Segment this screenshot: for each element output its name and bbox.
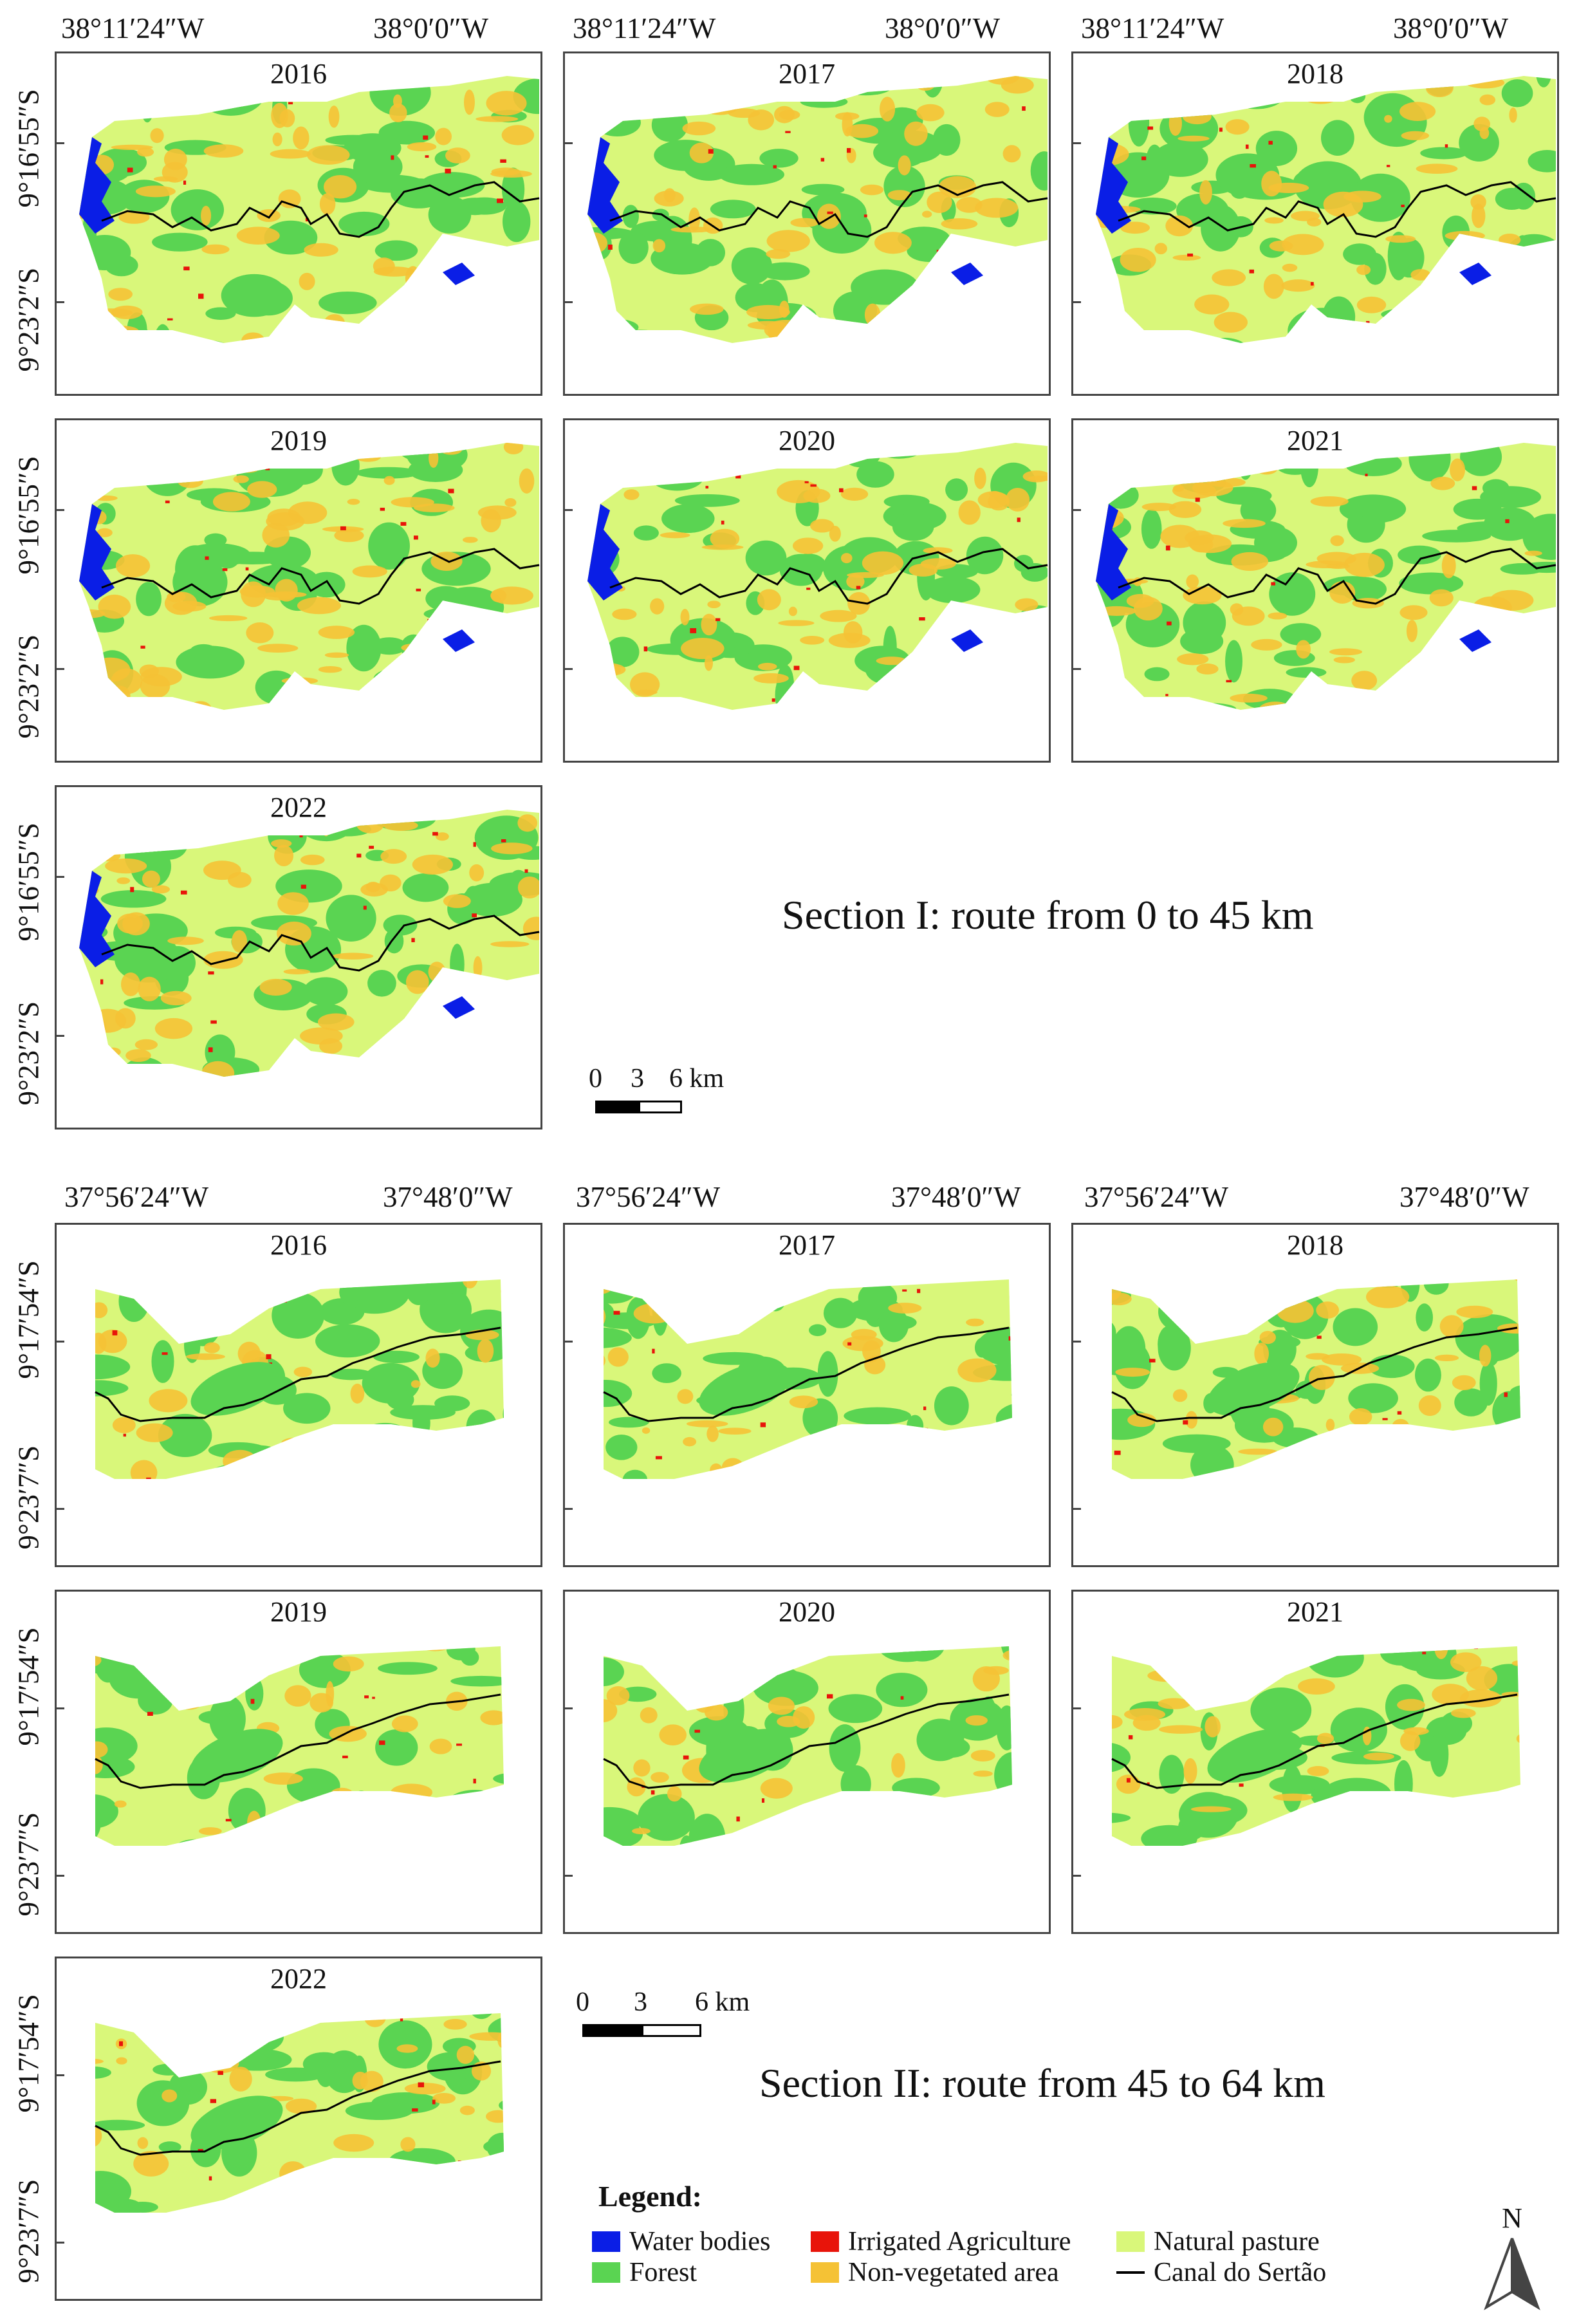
land-cover-map (1111, 1646, 1520, 1846)
lon-label-east: 37°48′0″W (1399, 1181, 1529, 1213)
map-panel-s1-2021: 2021 (1071, 418, 1559, 763)
lat-label-north: 9°16′55″S (12, 89, 45, 208)
forest-swatch (592, 2262, 620, 2283)
land-cover-map (79, 810, 540, 1077)
year-label: 2022 (270, 1963, 327, 1994)
year-label: 2016 (270, 58, 327, 89)
year-label: 2022 (270, 792, 327, 823)
irrigated-swatch (811, 2231, 839, 2252)
land-cover-map (1096, 76, 1556, 343)
scale-label-0: 0 (576, 1987, 589, 2017)
lat-label-north: 9°16′55″S (12, 456, 45, 575)
legend-item-canal: Canal do Sertão (1116, 2259, 1326, 2286)
lon-label-west: 38°11′24″W (1081, 12, 1224, 44)
legend-item-forest: Forest (592, 2259, 697, 2286)
lat-label-north: 9°17′54″S (12, 1260, 45, 1379)
nonveg-swatch (811, 2262, 839, 2283)
year-label: 2019 (270, 1596, 327, 1628)
section-2-title: Section II: route from 45 to 64 km (759, 2060, 1325, 2106)
map-panel-s2-2022: 2022 (55, 1957, 542, 2301)
lon-label-west: 37°56′24″W (1084, 1181, 1229, 1213)
map-panel-s1-2017: 2017 (563, 51, 1051, 396)
scale-label-3: 3 (631, 1064, 644, 1093)
lon-label-west: 38°11′24″W (61, 12, 205, 44)
year-label: 2018 (1287, 58, 1344, 89)
legend-item-irrigated: Irrigated Agriculture (811, 2228, 1071, 2255)
scale-label-0: 0 (589, 1064, 602, 1093)
map-panel-s2-2018: 2018 (1071, 1223, 1559, 1567)
legend-item-nonveg: Non-vegetated area (811, 2259, 1059, 2286)
lon-label-east: 38°0′0″W (1393, 12, 1509, 44)
section-1-title: Section I: route from 0 to 45 km (782, 892, 1314, 938)
water-swatch (592, 2231, 620, 2252)
year-label: 2020 (779, 1596, 835, 1628)
legend-title: Legend: (598, 2180, 702, 2213)
pasture-swatch (1116, 2231, 1145, 2252)
scale-label-6: 6 km (669, 1064, 725, 1093)
north-arrow-icon: N (1477, 2202, 1547, 2310)
year-label: 2021 (1287, 1596, 1344, 1628)
year-label: 2016 (270, 1229, 327, 1261)
lat-label-south: 9°23′7″S (12, 2179, 45, 2283)
lat-label-south: 9°23′2″S (12, 267, 45, 372)
scale-bar (595, 1101, 682, 1113)
land-cover-map (79, 76, 540, 343)
year-label: 2021 (1287, 425, 1344, 456)
map-panel-s2-2021: 2021 (1071, 1590, 1559, 1934)
year-label: 2019 (270, 425, 327, 456)
land-cover-map (1096, 443, 1556, 710)
lat-label-south: 9°23′7″S (12, 1812, 45, 1917)
legend-item-pasture: Natural pasture (1116, 2228, 1320, 2255)
year-label: 2018 (1287, 1229, 1344, 1261)
land-cover-map (1111, 1279, 1520, 1479)
land-cover-map (95, 1646, 504, 1846)
year-label: 2020 (779, 425, 835, 456)
lon-label-east: 38°0′0″W (373, 12, 489, 44)
lat-label-south: 9°23′7″S (12, 1445, 45, 1550)
lon-label-east: 38°0′0″W (885, 12, 1001, 44)
lat-label-north: 9°16′55″S (12, 823, 45, 942)
lon-label-west: 37°56′24″W (576, 1181, 721, 1213)
map-panel-s1-2022: 2022 (55, 785, 542, 1129)
land-cover-map (79, 443, 540, 710)
map-panel-s1-2019: 2019 (55, 418, 542, 763)
lat-label-north: 9°17′54″S (12, 1627, 45, 1746)
lat-label-north: 9°17′54″S (12, 1994, 45, 2113)
land-cover-map (95, 2013, 504, 2213)
land-cover-map (587, 76, 1048, 343)
legend-item-water: Water bodies (592, 2228, 770, 2255)
lon-label-west: 38°11′24″W (573, 12, 716, 44)
land-cover-map (603, 1279, 1012, 1479)
map-panel-s2-2017: 2017 (563, 1223, 1051, 1567)
map-panel-s2-2020: 2020 (563, 1590, 1051, 1934)
map-panel-s2-2019: 2019 (55, 1590, 542, 1934)
lon-label-east: 37°48′0″W (383, 1181, 513, 1213)
lat-label-south: 9°23′2″S (12, 1001, 45, 1106)
land-cover-map (587, 443, 1048, 710)
north-label: N (1502, 2202, 1522, 2234)
map-panel-s1-2020: 2020 (563, 418, 1051, 763)
land-cover-map (95, 1279, 504, 1479)
scale-label-3: 3 (634, 1987, 647, 2017)
map-panel-s1-2016: 2016 (55, 51, 542, 396)
year-label: 2017 (779, 58, 835, 89)
map-panel-s1-2018: 2018 (1071, 51, 1559, 396)
land-cover-map (603, 1646, 1012, 1846)
lat-label-south: 9°23′2″S (12, 634, 45, 739)
canal-line-swatch (1116, 2271, 1145, 2274)
lon-label-west: 37°56′24″W (64, 1181, 209, 1213)
year-label: 2017 (779, 1229, 835, 1261)
scale-bar (582, 2024, 701, 2037)
map-panel-s2-2016: 2016 (55, 1223, 542, 1567)
scale-label-6: 6 km (695, 1987, 750, 2017)
lon-label-east: 37°48′0″W (891, 1181, 1021, 1213)
